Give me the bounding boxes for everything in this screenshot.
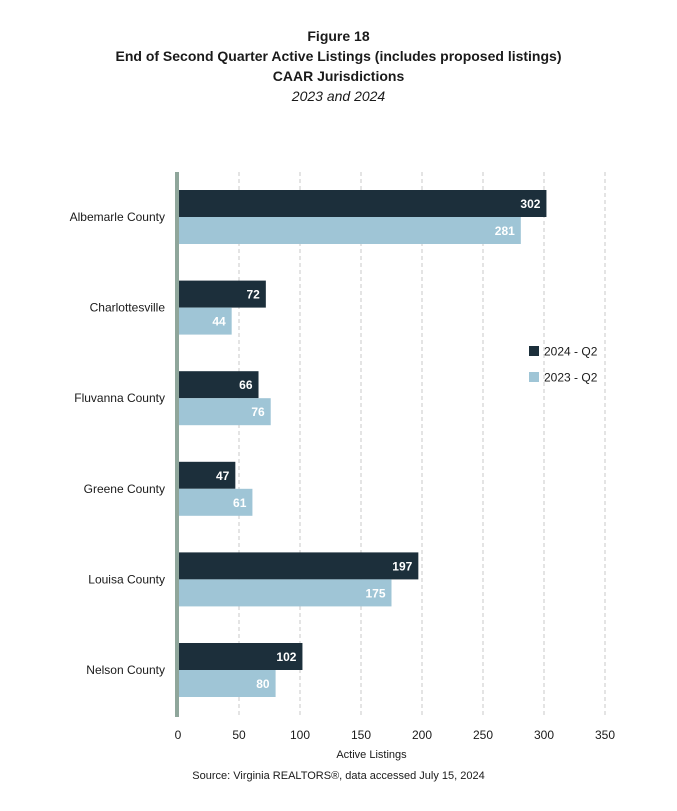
category-label: Fluvanna County (74, 391, 165, 405)
bar (178, 307, 232, 335)
bar (178, 371, 259, 399)
y-axis-line (175, 172, 179, 717)
legend-swatch (529, 372, 539, 382)
bar-value-label: 61 (233, 496, 247, 510)
chart-title: End of Second Quarter Active Listings (i… (115, 48, 562, 64)
bar (178, 670, 276, 697)
chart-years: 2023 and 2024 (291, 88, 386, 104)
bar (178, 643, 303, 670)
bar (178, 398, 271, 426)
bar (178, 190, 547, 217)
x-tick-label: 50 (232, 728, 246, 742)
bar-value-label: 80 (256, 677, 270, 691)
category-label: Nelson County (86, 663, 165, 677)
category-label: Louisa County (88, 572, 165, 586)
category-label: Albemarle County (70, 210, 165, 224)
bar-value-label: 102 (276, 650, 296, 664)
x-tick-label: 0 (175, 728, 182, 742)
bar (178, 488, 253, 516)
chart-titles: Figure 18 End of Second Quarter Active L… (0, 26, 677, 106)
bar-value-label: 47 (216, 469, 230, 483)
bar-value-label: 281 (495, 224, 515, 238)
bar-value-label: 76 (251, 405, 265, 419)
bar (178, 461, 236, 489)
legend-label: 2024 - Q2 (544, 345, 598, 359)
bar-value-label: 197 (392, 559, 412, 573)
source-note: Source: Virginia REALTORS®, data accesse… (192, 770, 485, 782)
x-tick-label: 300 (534, 728, 554, 742)
x-tick-label: 200 (412, 728, 432, 742)
legend-label: 2023 - Q2 (544, 371, 598, 385)
x-tick-label: 350 (595, 728, 615, 742)
x-tick-label: 100 (290, 728, 310, 742)
bar-value-label: 302 (520, 197, 540, 211)
bar-value-label: 66 (239, 378, 253, 392)
x-axis-label: Active Listings (336, 749, 407, 761)
x-tick-label: 150 (351, 728, 371, 742)
x-tick-label: 250 (473, 728, 493, 742)
bar (178, 217, 521, 244)
legend-swatch (529, 346, 539, 356)
bar (178, 579, 392, 607)
bar (178, 280, 266, 308)
category-label: Greene County (84, 482, 165, 496)
chart-subtitle: CAAR Jurisdictions (272, 68, 405, 84)
bar-value-label: 44 (212, 315, 226, 329)
bar (178, 552, 419, 580)
bar-value-label: 175 (365, 586, 385, 600)
category-label: Charlottesville (90, 301, 166, 315)
figure-number: Figure 18 (307, 28, 370, 44)
bar-value-label: 72 (246, 288, 260, 302)
